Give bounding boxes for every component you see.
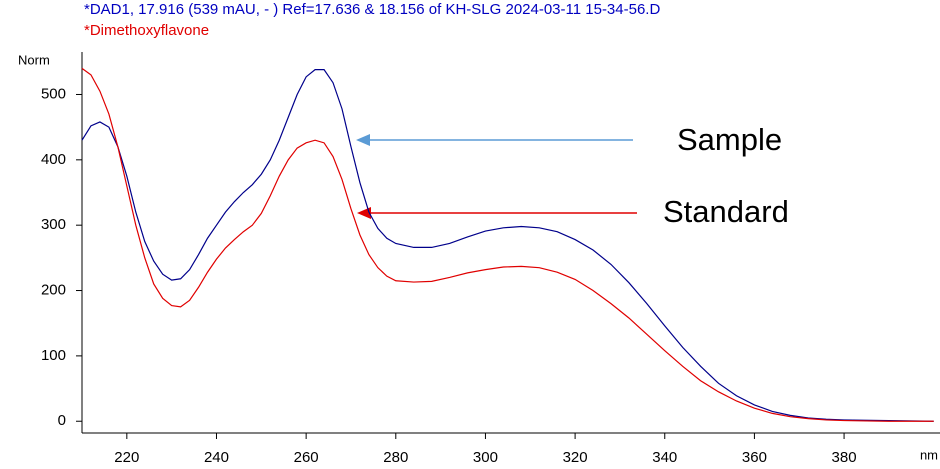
x-tick-label: 240 <box>204 449 229 466</box>
y-tick-label: 200 <box>41 282 66 299</box>
x-tick-label: 260 <box>294 449 319 466</box>
y-tick-label: 500 <box>41 85 66 102</box>
series-line <box>81 69 934 422</box>
series-line <box>81 67 934 422</box>
x-tick-label: 300 <box>473 449 498 466</box>
standard-arrowhead <box>357 207 371 219</box>
y-tick-label: 400 <box>41 151 66 168</box>
y-tick-label: 300 <box>41 216 66 233</box>
x-axis-label: nm <box>920 447 938 462</box>
chart-title: *DAD1, 17.916 (539 mAU, - ) Ref=17.636 &… <box>84 1 660 18</box>
y-tick-label: 100 <box>41 347 66 364</box>
annotation: Standard <box>663 194 789 229</box>
y-axis-label: Norm <box>18 52 50 67</box>
x-tick-label: 220 <box>114 449 139 466</box>
annotation: Sample <box>677 122 782 157</box>
x-tick-label: 360 <box>742 449 767 466</box>
x-tick-label: 320 <box>563 449 588 466</box>
y-tick-label: 0 <box>58 412 66 429</box>
chart-subtitle: *Dimethoxyflavone <box>84 22 209 39</box>
x-tick-label: 280 <box>383 449 408 466</box>
sample-arrowhead <box>356 134 370 146</box>
x-tick-label: 380 <box>832 449 857 466</box>
x-tick-label: 340 <box>652 449 677 466</box>
